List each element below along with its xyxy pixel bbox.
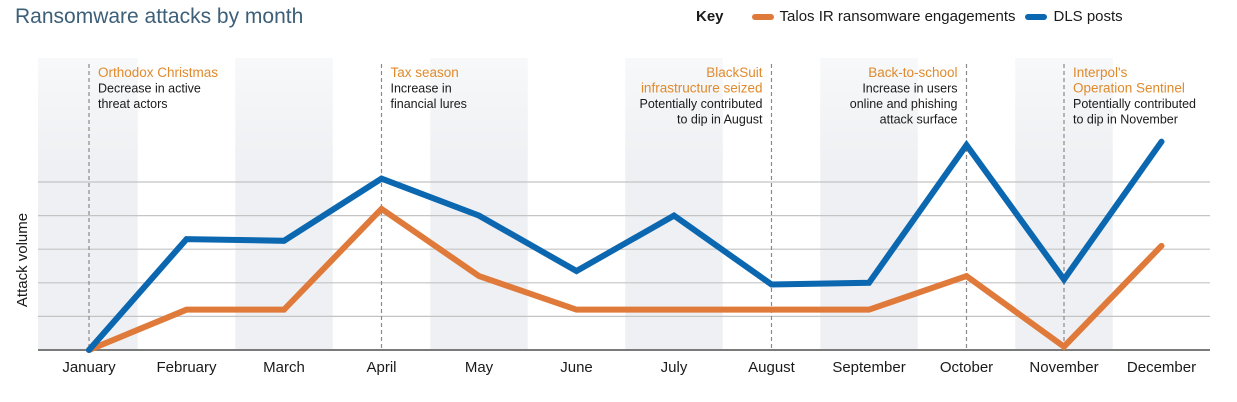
- y-axis-label: Attack volume: [14, 213, 31, 307]
- x-tick-september: September: [832, 359, 905, 376]
- legend-swatch-dls: [1025, 13, 1048, 20]
- annotation-text: Potentially contributed: [640, 97, 763, 111]
- annotation-title: BlackSuit: [706, 65, 763, 80]
- annotation-title: Operation Sentinel: [1073, 81, 1185, 96]
- annotations: Orthodox Christmas Decrease in activethre…: [98, 65, 1196, 127]
- x-tick-july: July: [661, 359, 688, 376]
- month-bands: [38, 58, 1210, 350]
- chart-title: Ransomware attacks by month: [15, 5, 304, 28]
- annotation-text: online and phishing: [850, 97, 958, 111]
- annotation-text: Potentially contributed: [1073, 97, 1196, 111]
- annotation-title: infrastructure seized: [641, 81, 763, 96]
- annotation-title: Tax season: [391, 65, 459, 80]
- x-tick-may: May: [465, 359, 494, 376]
- x-tick-october: October: [940, 359, 993, 376]
- x-tick-march: March: [263, 359, 305, 376]
- x-tick-april: April: [366, 359, 396, 376]
- annotation-text: financial lures: [391, 97, 467, 111]
- x-axis-ticks: January February March April May June July Augu…: [62, 359, 1196, 376]
- legend-label-dls: DLS posts: [1053, 8, 1123, 25]
- legend-entry-talos: Talos IR ransomware engagements: [751, 8, 1016, 25]
- annotation-text: threat actors: [98, 97, 167, 111]
- annotation-text: attack surface: [880, 113, 958, 127]
- x-tick-february: February: [156, 359, 217, 376]
- x-tick-november: November: [1029, 359, 1098, 376]
- annotation-text: Increase in: [391, 82, 452, 96]
- legend-entry-dls: DLS posts: [1025, 8, 1123, 25]
- series-lines: [86, 138, 1165, 353]
- annotation-january: Orthodox Christmas Decrease in activethre…: [98, 65, 218, 111]
- series-line-talos-ir-ransomware-engagements: [86, 204, 1165, 353]
- x-tick-august: August: [748, 359, 796, 376]
- legend-swatch-talos: [751, 13, 774, 20]
- annotation-text: Decrease in active: [98, 82, 201, 96]
- x-tick-june: June: [560, 359, 593, 376]
- annotation-text: Increase in users: [862, 82, 957, 96]
- legend-label-talos: Talos IR ransomware engagements: [779, 8, 1016, 25]
- annotation-title: Interpol's: [1073, 65, 1128, 80]
- annotation-text: to dip in November: [1073, 113, 1178, 127]
- legend-title: Key: [696, 8, 724, 25]
- annotation-text: to dip in August: [677, 113, 763, 127]
- annotation-title: Back-to-school: [868, 65, 957, 80]
- x-tick-december: December: [1127, 359, 1196, 376]
- legend: Key Talos IR ransomware engagements DLS …: [696, 8, 1133, 25]
- band-fade: [38, 58, 1210, 168]
- series-line-dls-posts: [86, 138, 1165, 353]
- x-tick-january: January: [62, 359, 116, 376]
- annotation-title: Orthodox Christmas: [98, 65, 218, 80]
- annotation-lines: [88, 64, 1065, 350]
